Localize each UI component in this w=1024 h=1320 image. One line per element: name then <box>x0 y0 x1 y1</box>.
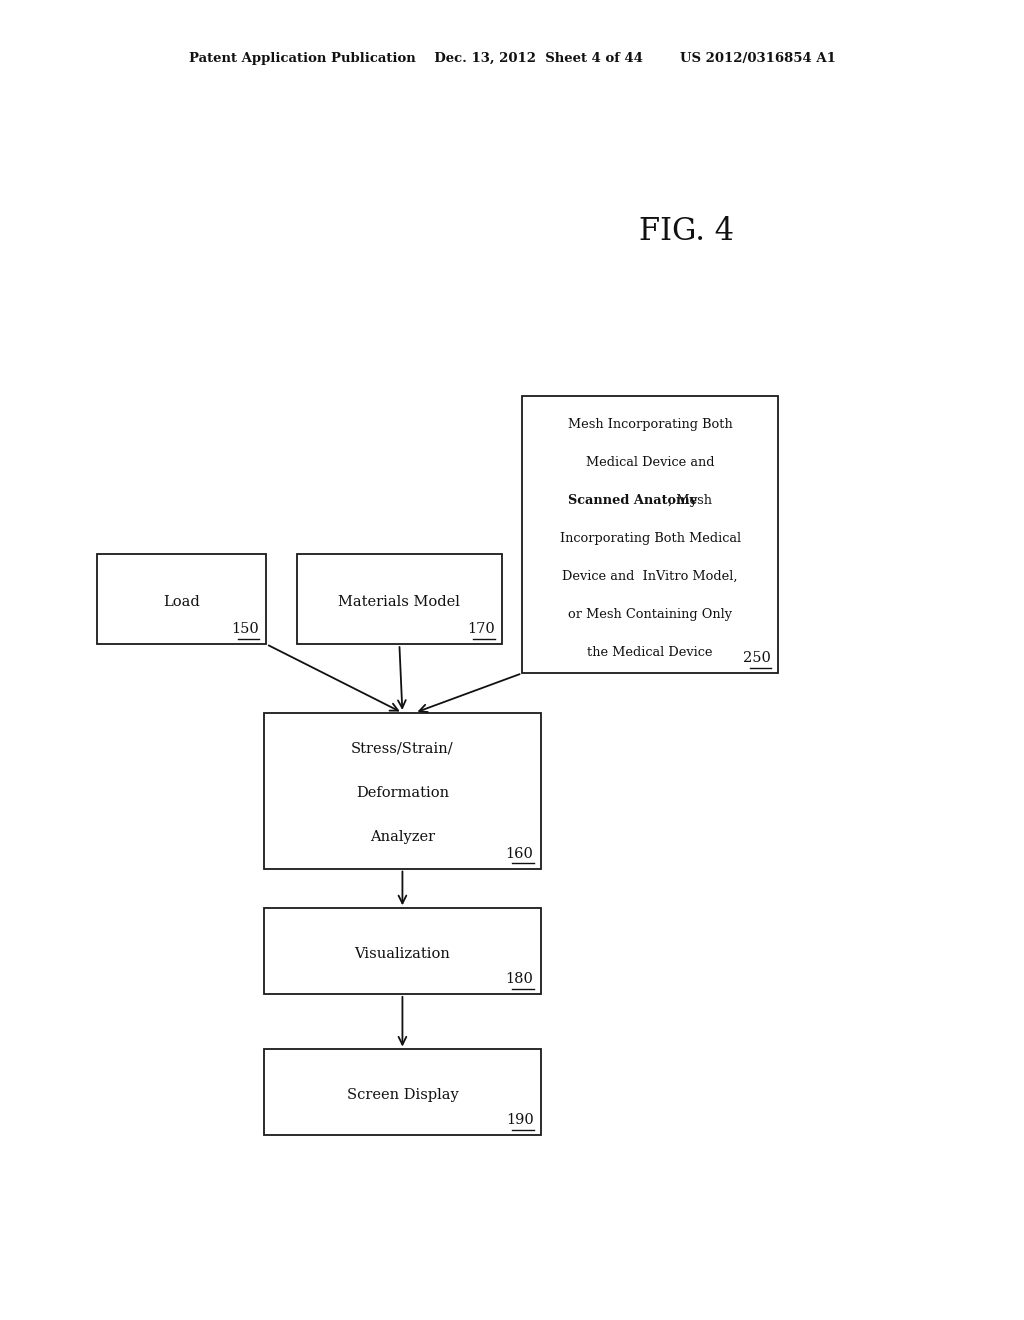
Text: Deformation: Deformation <box>356 785 449 800</box>
Text: 190: 190 <box>506 1113 534 1127</box>
Text: , Mesh: , Mesh <box>665 494 713 507</box>
Text: 250: 250 <box>743 651 771 665</box>
Text: Visualization: Visualization <box>354 946 451 961</box>
Bar <box>264 713 541 869</box>
Text: 170: 170 <box>467 622 495 636</box>
Text: Medical Device and: Medical Device and <box>586 455 715 469</box>
Text: Analyzer: Analyzer <box>370 830 435 845</box>
Text: or Mesh Containing Only: or Mesh Containing Only <box>568 607 732 620</box>
Text: Stress/Strain/: Stress/Strain/ <box>351 742 454 755</box>
Text: Incorporating Both Medical: Incorporating Both Medical <box>560 532 740 545</box>
Text: 160: 160 <box>506 846 534 861</box>
Bar <box>264 1049 541 1135</box>
Bar <box>522 396 778 673</box>
Text: Load: Load <box>164 595 200 610</box>
Text: Mesh Incorporating Both: Mesh Incorporating Both <box>568 418 732 430</box>
Text: Materials Model: Materials Model <box>338 595 461 610</box>
Text: the Medical Device: the Medical Device <box>588 645 713 659</box>
Text: Device and  InVitro Model,: Device and InVitro Model, <box>562 570 738 583</box>
Text: Screen Display: Screen Display <box>346 1088 459 1102</box>
Text: 180: 180 <box>506 972 534 986</box>
Text: Scanned Anatomy: Scanned Anatomy <box>568 494 697 507</box>
Text: 150: 150 <box>231 622 259 636</box>
Text: Patent Application Publication    Dec. 13, 2012  Sheet 4 of 44        US 2012/03: Patent Application Publication Dec. 13, … <box>188 51 836 65</box>
Bar <box>97 554 266 644</box>
Bar <box>297 554 502 644</box>
Text: FIG. 4: FIG. 4 <box>639 215 733 247</box>
Bar <box>264 908 541 994</box>
